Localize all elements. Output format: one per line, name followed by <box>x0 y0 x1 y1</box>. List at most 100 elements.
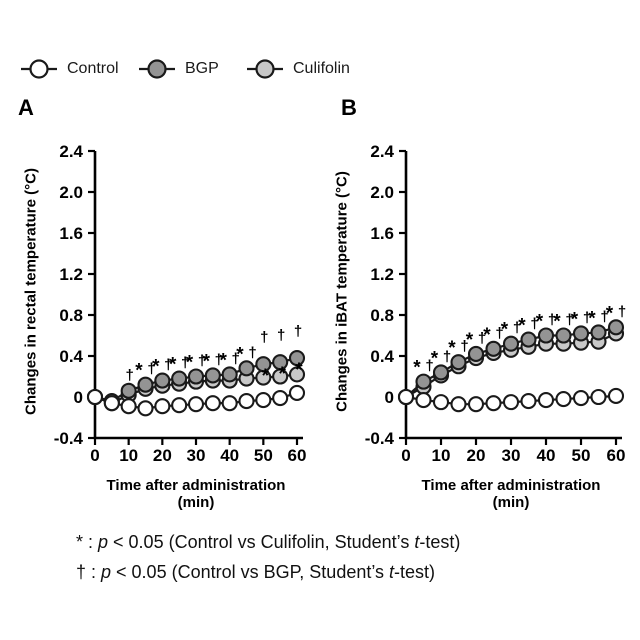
significance-dagger: † <box>530 316 538 333</box>
data-point <box>86 388 104 406</box>
significance-dagger: † <box>478 330 486 347</box>
x-axis-title-b: Time after administration (min) <box>421 477 601 511</box>
significance-star: * <box>236 344 244 365</box>
significance-star: * <box>219 350 227 371</box>
y-tick-label: 1.6 <box>370 224 394 243</box>
y-tick-label: 2.4 <box>370 142 394 161</box>
significance-dagger: † <box>164 357 172 374</box>
data-point <box>502 335 520 352</box>
x-tick-label: 10 <box>119 446 138 465</box>
data-point <box>572 325 590 342</box>
data-point <box>103 395 120 412</box>
significance-star: * <box>203 351 211 372</box>
y-tick-label: 1.2 <box>59 265 83 284</box>
y-tick-label: 1.6 <box>59 224 83 243</box>
significance-star: * <box>186 353 194 374</box>
y-tick-label: 2.4 <box>59 142 83 161</box>
panel-label-a: A <box>18 95 34 120</box>
significance-dagger: † <box>198 353 206 370</box>
y-tick-label: 0.4 <box>59 347 83 366</box>
data-point <box>171 397 188 414</box>
data-point <box>520 393 537 410</box>
y-tick-label: -0.4 <box>54 429 84 448</box>
series-control <box>86 384 306 417</box>
legend-item-culifolin: Culifolin <box>246 57 350 81</box>
x-tick-label: 20 <box>467 446 486 465</box>
x-tick-label: 10 <box>432 446 451 465</box>
x-tick-label: 0 <box>401 446 410 465</box>
significance-dagger: † <box>495 325 503 342</box>
significance-star: * <box>431 348 439 369</box>
significance-star: * <box>483 325 491 346</box>
data-point <box>572 389 590 407</box>
significance-star: * <box>536 312 544 333</box>
footnote-line: * : p < 0.05 (Control vs Culifolin, Stud… <box>76 532 461 552</box>
significance-dagger: † <box>231 350 239 367</box>
y-tick-label: 0 <box>74 388 83 407</box>
significance-dagger: † <box>425 358 433 375</box>
data-point <box>555 390 572 408</box>
significance-dagger: † <box>618 303 626 320</box>
data-point <box>485 340 502 357</box>
y-tick-label: 1.2 <box>370 265 394 284</box>
significance-star: * <box>169 355 177 376</box>
x-axis-title-a: Time after administration (min) <box>106 477 286 511</box>
significance-dagger: † <box>125 367 133 384</box>
panel-A: 2.42.01.61.20.80.40-0.40 10 20 30 40 50 60† * †*… <box>54 142 307 465</box>
data-point <box>187 396 205 413</box>
significance-dagger: † <box>548 312 556 329</box>
significance-star: * <box>606 303 614 324</box>
data-point <box>255 392 272 409</box>
data-point <box>120 382 137 399</box>
x-tick-label: 60 <box>288 446 307 465</box>
significance-star: * <box>152 357 160 378</box>
significance-star: * <box>501 320 509 341</box>
data-point <box>272 389 289 407</box>
data-point <box>432 394 450 411</box>
significance-dagger: † <box>460 338 468 355</box>
x-tick-label: 30 <box>187 446 206 465</box>
data-point <box>137 376 154 393</box>
significance-star: * <box>466 330 474 351</box>
legend-item-control: Control <box>20 57 119 81</box>
bgp-marker-icon <box>139 59 175 79</box>
data-point <box>171 370 188 387</box>
x-tick-label: 50 <box>254 446 273 465</box>
series-bgp <box>86 349 306 410</box>
data-point <box>137 400 154 417</box>
legend-label-bgp: BGP <box>185 60 219 77</box>
legend-item-bgp: BGP <box>138 57 219 81</box>
control-marker-icon <box>21 59 57 79</box>
data-point <box>204 395 221 412</box>
significance-star: * <box>413 358 421 379</box>
x-tick-label: 40 <box>220 446 239 465</box>
legend-label-culifolin: Culifolin <box>293 60 350 77</box>
data-point <box>607 319 625 336</box>
x-tick-label: 60 <box>607 446 626 465</box>
data-point <box>288 366 306 383</box>
data-point <box>590 388 607 406</box>
y-tick-label: 2.0 <box>59 183 83 202</box>
y-tick-label: 0.8 <box>59 306 83 325</box>
panel-B: 2.42.01.61.20.80.40-0.40 10 20 30 40 50 60* †* †… <box>365 142 626 465</box>
data-point <box>204 367 221 384</box>
y-tick-label: 2.0 <box>370 183 394 202</box>
significance-star: * <box>262 366 270 387</box>
data-point <box>520 331 537 348</box>
data-point <box>288 384 306 401</box>
x-tick-label: 40 <box>537 446 556 465</box>
footnote-line: † : p < 0.05 (Control vs BGP, Student’s … <box>76 562 436 582</box>
data-point <box>607 387 625 405</box>
data-point <box>467 345 485 363</box>
significance-star: * <box>518 316 526 337</box>
significance-star: * <box>571 309 579 330</box>
culifolin-marker-icon <box>247 59 283 79</box>
data-point <box>221 366 238 383</box>
data-point <box>255 356 272 373</box>
x-tick-label: 50 <box>572 446 591 465</box>
significance-star: * <box>135 361 143 382</box>
panel-label-b: B <box>341 95 357 120</box>
significance-star: * <box>295 360 303 381</box>
